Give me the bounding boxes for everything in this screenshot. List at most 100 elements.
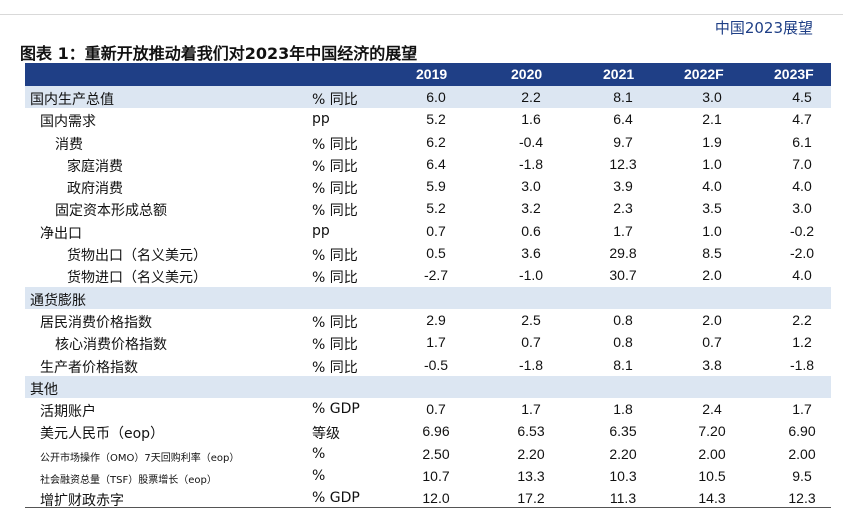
value-cell: 9.7 xyxy=(613,133,633,150)
value-cell: 4.0 xyxy=(792,178,812,195)
value-cell: 1.7 xyxy=(426,334,446,351)
value-cell: 2.1 xyxy=(702,111,722,128)
table-row: 货物进口（名义美元） % 同比 -2.7 -1.0 30.7 2.0 4.0 xyxy=(25,264,831,286)
value-cell: -1.0 xyxy=(518,267,544,284)
row-label: 货物进口（名义美元） xyxy=(67,270,207,287)
value-cell: 3.0 xyxy=(702,89,722,105)
year-header: 2021 xyxy=(603,66,635,82)
table-row: 公开市场操作（OMO）7天回购利率（eop）% 2.50 2.20 2.20 2.00 2… xyxy=(25,443,831,465)
row-label: 美元人民币（eop） xyxy=(40,426,165,443)
value-cell: 6.2 xyxy=(426,133,446,150)
value-cell: 3.2 xyxy=(521,200,541,217)
value-cell: 1.6 xyxy=(521,111,541,128)
table-bottom-rule xyxy=(25,507,831,508)
year-header: 2020 xyxy=(511,66,543,82)
value-cell: 2.5 xyxy=(521,311,541,328)
section-row: 其他 xyxy=(25,375,831,399)
table-row: 国内需求 pp 5.2 1.6 6.4 2.1 4.7 xyxy=(25,108,831,130)
row-label: 净出口 xyxy=(40,225,82,242)
table-row: 固定资本形成总额 % 同比 5.2 3.2 2.3 3.5 3.0 xyxy=(25,197,831,219)
value-cell: 3.8 xyxy=(702,356,722,373)
value-cell: 6.96 xyxy=(422,423,450,440)
value-cell: -0.4 xyxy=(518,133,544,150)
value-cell: 8.1 xyxy=(613,89,633,105)
value-cell: 7.0 xyxy=(792,155,812,172)
value-cell: 17.2 xyxy=(517,490,545,507)
report-brand: 中国2023展望 xyxy=(714,19,813,37)
row-unit: % 同比 xyxy=(312,203,358,220)
row-unit: % 同比 xyxy=(312,92,358,108)
value-cell: 1.8 xyxy=(613,401,633,418)
row-label: 其他 xyxy=(30,381,58,398)
year-header: 2023F xyxy=(774,66,814,82)
value-cell: -0.5 xyxy=(423,356,449,373)
value-cell: 6.4 xyxy=(426,155,446,172)
value-cell: 1.0 xyxy=(702,155,722,172)
value-cell: 1.7 xyxy=(613,222,633,239)
value-cell: 0.7 xyxy=(426,222,446,239)
value-cell: 2.00 xyxy=(698,445,726,462)
value-cell: 2.2 xyxy=(792,311,812,328)
value-cell: 1.9 xyxy=(702,133,722,150)
value-cell: 7.20 xyxy=(698,423,726,440)
row-unit: % 同比 xyxy=(312,181,358,198)
value-cell: -2.0 xyxy=(789,245,815,262)
row-unit: % 同比 xyxy=(312,270,358,287)
value-cell: 12.3 xyxy=(788,490,816,507)
row-unit: % 同比 xyxy=(312,136,358,153)
value-cell: 4.0 xyxy=(792,267,812,284)
value-cell: 12.0 xyxy=(422,490,450,507)
row-unit: % 同比 xyxy=(312,337,358,354)
value-cell: 6.90 xyxy=(788,423,816,440)
value-cell: 1.7 xyxy=(792,401,812,418)
value-cell: -1.8 xyxy=(518,356,544,373)
table-row: 消费 % 同比 6.2 -0.4 9.7 1.9 6.1 xyxy=(25,131,831,153)
row-unit: % xyxy=(312,468,326,485)
value-cell: 0.5 xyxy=(426,245,446,262)
year-header: 2019 xyxy=(416,66,448,82)
value-cell: 14.3 xyxy=(698,490,726,507)
row-label: 国内需求 xyxy=(40,114,96,131)
table-body: 国内生产总值 % 同比 6.0 2.2 8.1 3.0 4.5 国内需求 pp 5.2 1.6 6.4… xyxy=(25,86,831,510)
row-unit: % 同比 xyxy=(312,359,358,376)
value-cell: 5.2 xyxy=(426,111,446,128)
value-cell: 3.5 xyxy=(702,200,722,217)
row-label: 社会融资总量（TSF）股票增长（eop） xyxy=(40,475,217,487)
value-cell: 2.2 xyxy=(521,89,541,105)
row-unit: % 同比 xyxy=(312,314,358,331)
row-label: 通货膨胀 xyxy=(30,292,86,309)
value-cell: 30.7 xyxy=(609,267,637,284)
row-label: 家庭消费 xyxy=(67,158,123,175)
value-cell: 1.7 xyxy=(521,401,541,418)
value-cell: 2.20 xyxy=(517,445,545,462)
table-row: 居民消费价格指数 % 同比 2.9 2.5 0.8 2.0 2.2 xyxy=(25,309,831,331)
value-cell: 2.50 xyxy=(422,445,450,462)
value-cell: 2.20 xyxy=(609,445,637,462)
forecast-table: 2019 2020 2021 2022F 2023F 国内生产总值 % 同比 6.0 2.2 8… xyxy=(25,63,831,510)
row-unit: % GDP xyxy=(312,490,360,507)
value-cell: 10.3 xyxy=(609,468,637,485)
table-row: 货物出口（名义美元） % 同比 0.5 3.6 29.8 8.5 -2.0 xyxy=(25,242,831,264)
row-label: 固定资本形成总额 xyxy=(55,203,167,220)
table-row: 增扩财政赤字 % GDP 12.0 17.2 11.3 14.3 12.3 xyxy=(25,487,831,509)
value-cell: 4.5 xyxy=(792,89,812,105)
row-unit: pp xyxy=(312,222,330,239)
value-cell: 13.3 xyxy=(517,468,545,485)
table-row: 美元人民币（eop） 等级 6.96 6.53 6.35 7.20 6.90 xyxy=(25,420,831,442)
row-label: 货物出口（名义美元） xyxy=(67,248,207,265)
value-cell: 0.8 xyxy=(613,334,633,351)
value-cell: 4.7 xyxy=(792,111,812,128)
header-rule xyxy=(0,14,843,15)
value-cell: 8.5 xyxy=(702,245,722,262)
table-row: 活期账户 % GDP 0.7 1.7 1.8 2.4 1.7 xyxy=(25,398,831,420)
value-cell: -1.8 xyxy=(518,155,544,172)
value-cell: -1.8 xyxy=(789,356,815,373)
value-cell: 1.2 xyxy=(792,334,812,351)
table-row: 核心消费价格指数 % 同比 1.7 0.7 0.8 0.7 1.2 xyxy=(25,331,831,353)
row-label: 消费 xyxy=(55,136,83,153)
year-header: 2022F xyxy=(684,66,724,82)
table-row: 家庭消费 % 同比 6.4 -1.8 12.3 1.0 7.0 xyxy=(25,153,831,175)
value-cell: 5.9 xyxy=(426,178,446,195)
section-row: 国内生产总值 % 同比 6.0 2.2 8.1 3.0 4.5 xyxy=(25,86,831,109)
row-label: 国内生产总值 xyxy=(30,92,114,108)
